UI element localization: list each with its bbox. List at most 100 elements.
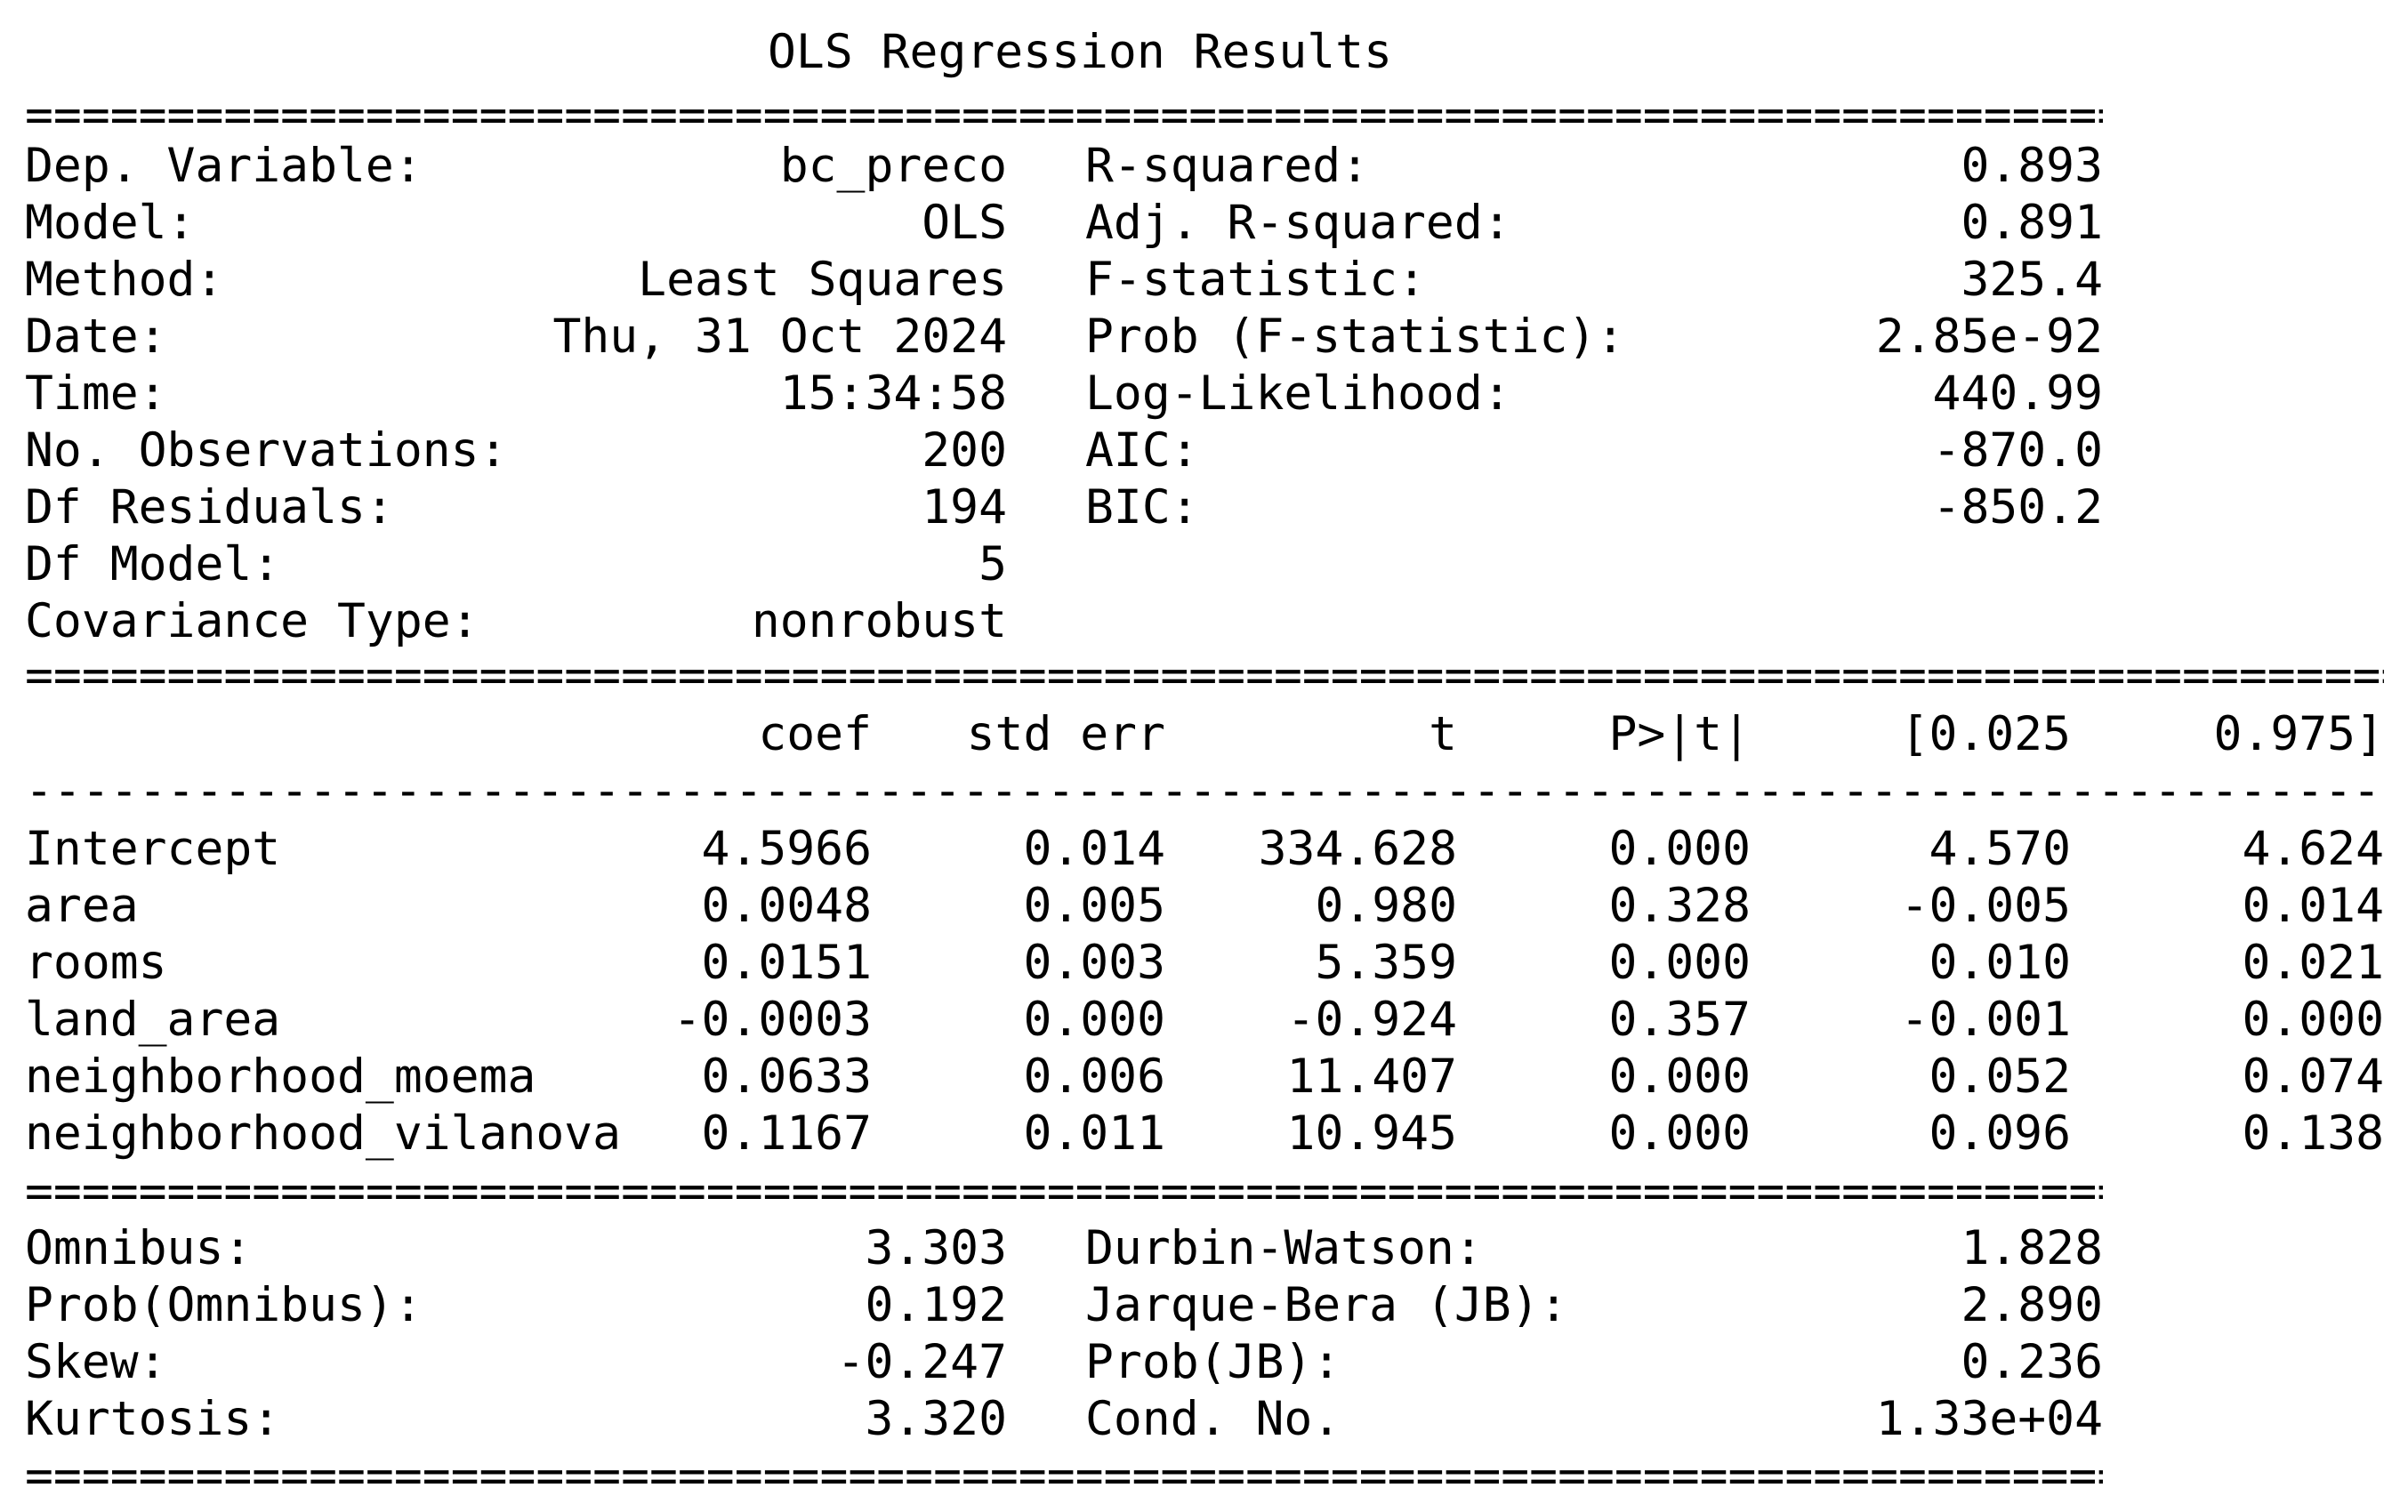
diagnostics-row: Omnibus: 3.303 Durbin-Watson: 1.828 — [25, 1220, 2408, 1277]
coef-value-cell: 0.014 — [2242, 879, 2384, 933]
model-info-label: Dep. Variable: — [25, 139, 423, 193]
coef-value-cell: -0.001 — [1900, 993, 2071, 1047]
diagnostic-value: 0.192 — [865, 1278, 1007, 1332]
summary-title: OLS Regression Results — [768, 25, 1392, 79]
coef-variable-name: Intercept — [25, 822, 281, 876]
coef-value-cell: 0.052 — [1929, 1050, 2071, 1104]
model-info-value: bc_preco — [779, 139, 1007, 193]
model-info-value: OLS — [922, 196, 1007, 250]
separator-diag-top: ========================================… — [25, 1164, 2103, 1218]
coef-header-cell: P>|t| — [1608, 707, 1751, 761]
model-info-row: Model: OLS Adj. R-squared: 0.891 — [25, 195, 2408, 252]
diagnostics-row: Prob(Omnibus): 0.192 Jarque-Bera (JB): 2.89… — [25, 1277, 2408, 1334]
diagnostics-row: Skew: -0.247 Prob(JB): 0.236 — [25, 1334, 2408, 1391]
model-info-value: Least Squares — [638, 253, 1007, 307]
model-info-row: Time: 15:34:58 Log-Likelihood: 440.99 — [25, 366, 2408, 422]
coef-value-cell: -0.924 — [1286, 993, 1457, 1047]
diagnostic-value: -0.247 — [836, 1335, 1007, 1389]
model-info-row: No. Observations: 200 AIC: -870.0 — [25, 422, 2408, 479]
fit-stat-label: R-squared: — [1085, 139, 1370, 193]
coef-value-cell: 0.000 — [1608, 822, 1751, 876]
model-info-label: Model: — [25, 196, 196, 250]
model-info-row: Dep. Variable: bc_preco R-squared: 0.893 — [25, 138, 2408, 195]
coef-variable-name: land_area — [25, 993, 281, 1047]
coef-variable-name: area — [25, 879, 139, 933]
fit-stat-value: 325.4 — [1961, 253, 2103, 307]
diagnostics-row: Kurtosis: 3.320 Cond. No. 1.33e+04 — [25, 1391, 2408, 1448]
model-info-row: Date: Thu, 31 Oct 2024 Prob (F-statistic):… — [25, 309, 2408, 366]
coef-value-cell: 0.980 — [1315, 879, 1457, 933]
coef-value-cell: -0.0003 — [672, 993, 872, 1047]
model-info-label: Df Model: — [25, 537, 281, 591]
coef-variable-name: neighborhood_moema — [25, 1050, 536, 1104]
model-info-value: Thu, 31 Oct 2024 — [552, 310, 1007, 364]
fit-stat-label: F-statistic: — [1085, 253, 1426, 307]
model-info-row: Df Residuals: 194 BIC: -850.2 — [25, 479, 2408, 536]
diagnostic-value: 3.303 — [865, 1221, 1007, 1275]
fit-stat-value: -870.0 — [1932, 423, 2103, 478]
fit-stat-label: Log-Likelihood: — [1085, 366, 1511, 421]
model-info-label: Covariance Type: — [25, 594, 479, 648]
diagnostic-value: 1.33e+04 — [1875, 1392, 2103, 1446]
fit-stat-value: 440.99 — [1932, 366, 2103, 421]
coef-header-cell: [0.025 — [1900, 707, 2071, 761]
coef-header-cell: 0.975] — [2213, 707, 2384, 761]
fit-stat-label: BIC: — [1085, 480, 1199, 535]
coef-value-cell: 0.000 — [2242, 993, 2384, 1047]
model-info-value: 15:34:58 — [779, 366, 1007, 421]
diagnostic-label: Omnibus: — [25, 1221, 253, 1275]
coef-value-cell: 0.014 — [1023, 822, 1165, 876]
diagnostic-value: 3.320 — [865, 1392, 1007, 1446]
coef-value-cell: 0.000 — [1023, 993, 1165, 1047]
model-info-label: Date: — [25, 310, 167, 364]
coef-value-cell: 11.407 — [1286, 1050, 1457, 1104]
coef-header-cell: std err — [966, 707, 1165, 761]
diagnostic-label: Prob(Omnibus): — [25, 1278, 423, 1332]
coef-value-cell: 4.5966 — [701, 822, 872, 876]
coef-value-cell: 0.000 — [1608, 1106, 1751, 1161]
coef-value-cell: 0.0633 — [701, 1050, 872, 1104]
coef-table-row: area 0.0048 0.005 0.980 0.328 -0.005 0.014 — [25, 878, 2408, 935]
coef-value-cell: 0.010 — [1929, 936, 2071, 990]
coef-value-cell: 0.1167 — [701, 1106, 872, 1161]
model-info-row: Df Model: 5 — [25, 536, 2408, 593]
diagnostic-label: Jarque-Bera (JB): — [1085, 1278, 1568, 1332]
diagnostic-label: Cond. No. — [1085, 1392, 1341, 1446]
diagnostic-label: Skew: — [25, 1335, 167, 1389]
fit-stat-label: Adj. R-squared: — [1085, 196, 1511, 250]
model-info-label: Time: — [25, 366, 167, 421]
diagnostic-label: Prob(JB): — [1085, 1335, 1341, 1389]
model-info-value: 194 — [922, 480, 1007, 535]
fit-stat-value: -850.2 — [1932, 480, 2103, 535]
coef-table-row: neighborhood_vilanova 0.1167 0.011 10.945 0.… — [25, 1106, 2408, 1162]
model-info-value: 200 — [922, 423, 1007, 478]
coef-table-row: Intercept 4.5966 0.014 334.628 0.000 4.570 4.6… — [25, 821, 2408, 878]
coef-value-cell: 0.006 — [1023, 1050, 1165, 1104]
coef-table-row: land_area -0.0003 0.000 -0.924 0.357 -0.001 0.… — [25, 992, 2408, 1049]
coef-value-cell: 0.328 — [1608, 879, 1751, 933]
coef-value-cell: -0.005 — [1900, 879, 2071, 933]
model-info-row: Method: Least Squares F-statistic: 325.4 — [25, 252, 2408, 309]
coef-value-cell: 0.011 — [1023, 1106, 1165, 1161]
coef-value-cell: 4.570 — [1929, 822, 2071, 876]
model-info-label: No. Observations: — [25, 423, 508, 478]
diagnostic-value: 1.828 — [1961, 1221, 2103, 1275]
diagnostic-label: Kurtosis: — [25, 1392, 281, 1446]
separator-top: ========================================… — [25, 88, 2103, 142]
coef-value-cell: 0.357 — [1608, 993, 1751, 1047]
model-info-label: Method: — [25, 253, 224, 307]
model-info-value: 5 — [979, 537, 1007, 591]
separator-coef-dash: ----------------------------------------… — [25, 764, 2384, 818]
diagnostic-label: Durbin-Watson: — [1085, 1221, 1483, 1275]
coef-value-cell: 0.074 — [2242, 1050, 2384, 1104]
model-info-label: Df Residuals: — [25, 480, 394, 535]
diagnostic-value: 0.236 — [1961, 1335, 2103, 1389]
fit-stat-value: 0.891 — [1961, 196, 2103, 250]
fit-stat-value: 0.893 — [1961, 139, 2103, 193]
coef-value-cell: 0.096 — [1929, 1106, 2071, 1161]
coef-value-cell: 0.000 — [1608, 936, 1751, 990]
coef-header-cell: t — [1429, 707, 1457, 761]
coef-table-row: rooms 0.0151 0.003 5.359 0.000 0.010 0.021 — [25, 935, 2408, 992]
coef-value-cell: 5.359 — [1315, 936, 1457, 990]
ols-summary: OLS Regression Results =================… — [25, 0, 2408, 1512]
